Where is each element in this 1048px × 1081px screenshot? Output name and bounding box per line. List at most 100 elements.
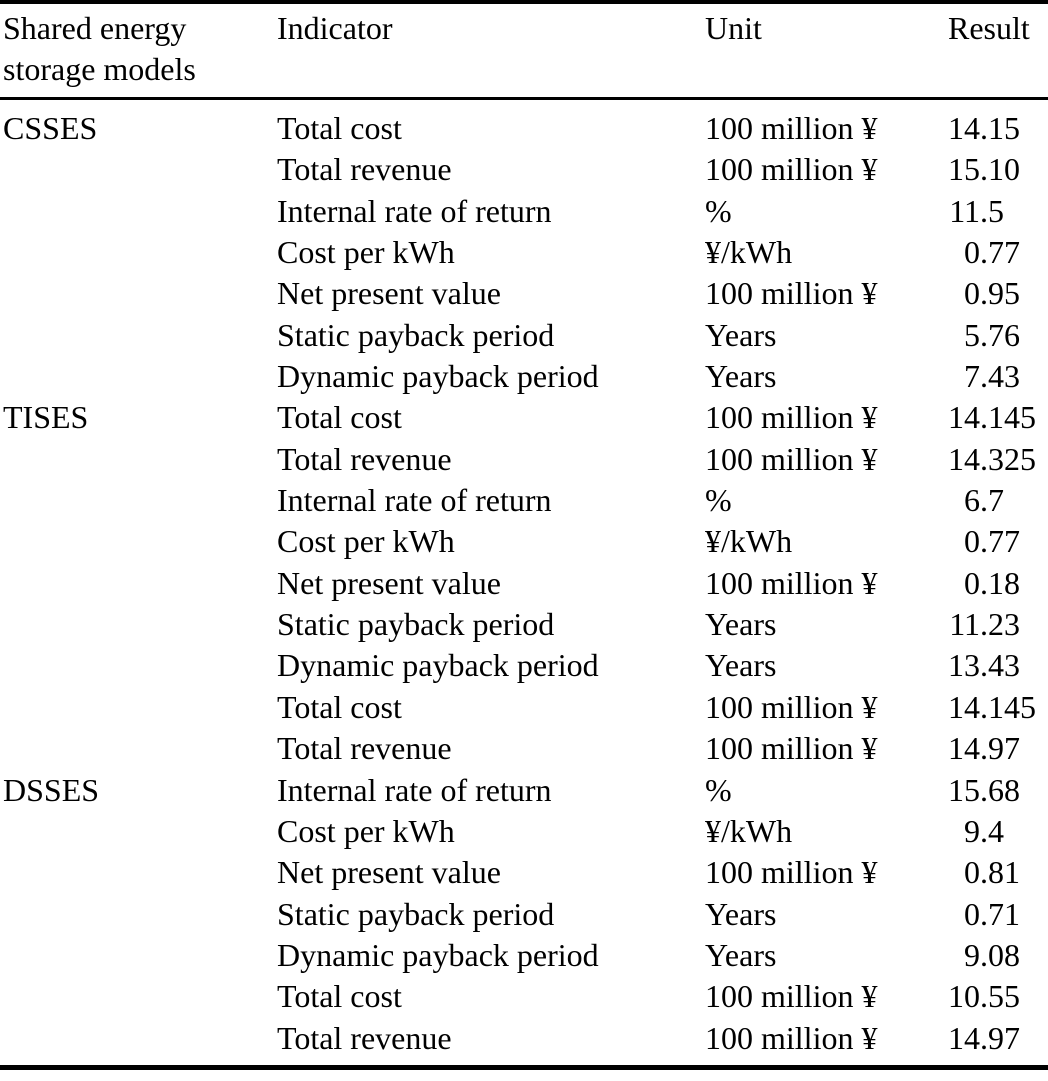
- result-integer-part: 9: [964, 812, 980, 849]
- indicator-cell: Total revenue: [277, 440, 452, 477]
- model-cell: TISES: [3, 399, 89, 436]
- indicator-cell: Total cost: [277, 399, 402, 436]
- result-integer-part: 0: [964, 895, 980, 932]
- result-cell: 0.81: [948, 852, 1048, 893]
- model-cell: [0, 191, 253, 232]
- result-fraction-part: .55: [980, 978, 1020, 1015]
- indicator-cell: Total cost: [277, 978, 402, 1015]
- table-row: Cost per kWh ¥/kWh 0.77: [0, 232, 1048, 273]
- table-row: CSSES Total cost 100 million ¥ 14.15: [0, 108, 1048, 149]
- indicator-cell: Total cost: [277, 110, 402, 146]
- result-fraction-part: .76: [980, 316, 1020, 353]
- result-cell: 0.18: [948, 563, 1048, 604]
- indicator-cell: Net present value: [277, 854, 501, 891]
- table-row: Net present value 100 million ¥ 0.81: [0, 852, 1048, 893]
- result-integer-part: 15: [948, 771, 980, 808]
- unit-cell: Years: [705, 895, 777, 932]
- result-integer-part: 14: [948, 399, 980, 436]
- unit-cell: 100 million ¥: [705, 110, 878, 146]
- result-cell: 15.68: [948, 770, 1048, 811]
- result-integer-part: 0: [964, 275, 980, 312]
- unit-cell: %: [705, 771, 732, 808]
- model-cell: [0, 563, 253, 604]
- model-cell: CSSES: [3, 110, 98, 146]
- unit-cell: ¥/kWh: [705, 234, 793, 271]
- result-cell: 11.5: [948, 191, 1048, 232]
- table-row: Total revenue 100 million ¥ 14.325: [0, 439, 1048, 480]
- result-integer-part: 14: [948, 1019, 980, 1056]
- table-row: Net present value 100 million ¥ 0.18: [0, 563, 1048, 604]
- result-cell: 10.55: [948, 976, 1048, 1017]
- model-cell: [0, 149, 253, 190]
- result-fraction-part: .7: [980, 482, 1004, 519]
- table-row: Internal rate of return% 11.5: [0, 191, 1048, 232]
- header-result-column: Result: [948, 10, 1030, 46]
- indicator-cell: Total revenue: [277, 730, 452, 767]
- result-integer-part: 9: [964, 936, 980, 973]
- table-top-rule: [0, 0, 1048, 4]
- result-fraction-part: .18: [980, 564, 1020, 601]
- model-cell: [0, 976, 253, 1017]
- unit-cell: 100 million ¥: [705, 151, 878, 188]
- table-row: Static payback period Years 11.23: [0, 604, 1048, 645]
- unit-cell: 100 million ¥: [705, 854, 878, 891]
- result-integer-part: 10: [948, 978, 980, 1015]
- indicator-cell: Internal rate of return: [277, 482, 552, 519]
- result-fraction-part: .5: [980, 192, 1004, 229]
- model-cell: [0, 645, 253, 686]
- indicator-cell: Cost per kWh: [277, 523, 455, 560]
- table-body: CSSES Total cost 100 million ¥14.15 Total r…: [0, 100, 1048, 1059]
- result-integer-part: 0: [964, 234, 980, 271]
- result-fraction-part: .325: [980, 440, 1036, 477]
- result-fraction-part: .10: [980, 151, 1020, 188]
- result-cell: 14.145: [948, 687, 1048, 728]
- table-row: Cost per kWh ¥/kWh 0.77: [0, 521, 1048, 562]
- result-fraction-part: .77: [980, 234, 1020, 271]
- result-cell: 6.7: [948, 480, 1048, 521]
- header-indicator-column: Indicator: [277, 10, 393, 46]
- result-fraction-part: .08: [980, 936, 1020, 973]
- result-integer-part: 0: [964, 854, 980, 891]
- result-fraction-part: .23: [980, 606, 1020, 643]
- unit-cell: Years: [705, 606, 777, 643]
- result-cell: 0.95: [948, 273, 1048, 314]
- unit-cell: 100 million ¥: [705, 730, 878, 767]
- model-cell: [0, 935, 253, 976]
- model-cell: [0, 480, 253, 521]
- result-integer-part: 11: [949, 192, 980, 229]
- table-row: Total cost 100 million ¥ 10.55: [0, 976, 1048, 1017]
- model-cell: [0, 604, 253, 645]
- unit-cell: 100 million ¥: [705, 440, 878, 477]
- result-integer-part: 13: [948, 647, 980, 684]
- table-row: Dynamic payback period Years 9.08: [0, 935, 1048, 976]
- table-row: Cost per kWh ¥/kWh 9.4: [0, 811, 1048, 852]
- table-row: Static payback period Years 0.71: [0, 894, 1048, 935]
- unit-cell: 100 million ¥: [705, 399, 878, 436]
- result-cell: 0.71: [948, 894, 1048, 935]
- result-cell: 0.77: [948, 521, 1048, 562]
- unit-cell: Years: [705, 316, 777, 353]
- result-cell: 13.43: [948, 645, 1048, 686]
- result-integer-part: 14: [948, 110, 980, 146]
- model-cell: [0, 315, 253, 356]
- result-fraction-part: .97: [980, 1019, 1020, 1056]
- table-row: Dynamic payback period Years 13.43: [0, 645, 1048, 686]
- table-row: Total cost 100 million ¥ 14.145: [0, 687, 1048, 728]
- unit-cell: ¥/kWh: [705, 523, 793, 560]
- model-cell: [0, 852, 253, 893]
- model-cell: [0, 894, 253, 935]
- unit-cell: Years: [705, 936, 777, 973]
- result-fraction-part: .43: [980, 358, 1020, 395]
- result-fraction-part: .95: [980, 275, 1020, 312]
- indicator-cell: Dynamic payback period: [277, 647, 599, 684]
- indicator-cell: Static payback period: [277, 895, 555, 932]
- table-row: Total revenue 100 million ¥ 14.97: [0, 728, 1048, 769]
- result-fraction-part: .15: [980, 110, 1020, 146]
- table-row: Internal rate of return% 6.7: [0, 480, 1048, 521]
- result-integer-part: 14: [948, 440, 980, 477]
- result-fraction-part: .43: [980, 647, 1020, 684]
- model-cell: [0, 1018, 253, 1059]
- unit-cell: 100 million ¥: [705, 1019, 878, 1056]
- result-fraction-part: .145: [980, 688, 1036, 725]
